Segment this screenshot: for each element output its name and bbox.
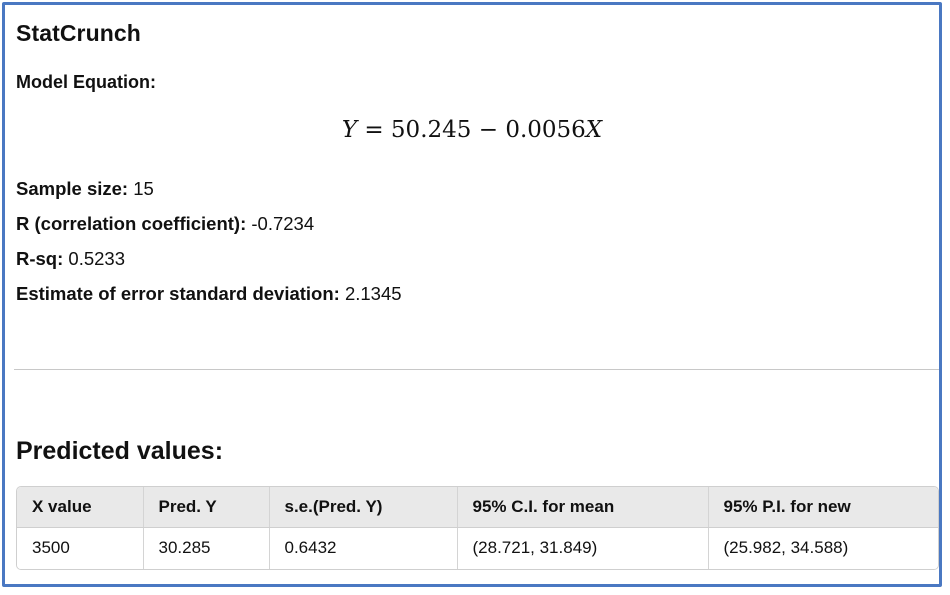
table-header-row: X value Pred. Y s.e.(Pred. Y) 95% C.I. f…	[17, 487, 938, 528]
model-equation: Y = 50.245 − 0.0056X	[5, 117, 939, 143]
equation-predictor-variable: X	[585, 117, 603, 143]
stat-value: 2.1345	[344, 283, 402, 304]
column-header-x-value: X value	[17, 487, 144, 528]
table-row: 3500 30.285 0.6432 (28.721, 31.849) (25.…	[17, 527, 938, 569]
equation-operator: −	[478, 117, 498, 143]
cell-x-value: 3500	[17, 527, 144, 569]
stat-label: Estimate of error standard deviation:	[16, 283, 340, 304]
column-header-se-pred-y: s.e.(Pred. Y)	[269, 487, 458, 528]
column-header-pi-new: 95% P.I. for new	[708, 487, 938, 528]
equation-intercept: 50.245	[390, 117, 472, 143]
stat-label: Sample size:	[16, 178, 129, 199]
equation-slope: 0.0056	[505, 117, 586, 143]
column-header-pred-y: Pred. Y	[143, 487, 270, 528]
stat-error-std-dev: Estimate of error standard deviation: 2.…	[16, 282, 402, 317]
stat-r-squared: R-sq: 0.5233	[16, 247, 402, 282]
cell-ci-mean: (28.721, 31.849)	[457, 527, 709, 569]
equation-equals-sign: =	[364, 117, 384, 143]
output-window-frame: StatCrunch Model Equation: Y = 50.245 − …	[2, 2, 942, 587]
section-divider	[14, 369, 939, 370]
stat-correlation: R (correlation coefficient): -0.7234	[16, 212, 402, 247]
stat-value: -0.7234	[251, 213, 315, 234]
stat-label: R (correlation coefficient):	[16, 213, 247, 234]
predicted-values-heading: Predicted values:	[16, 437, 224, 465]
model-equation-label: Model Equation:	[16, 72, 156, 92]
app-title: StatCrunch	[16, 20, 141, 46]
cell-pred-y: 30.285	[143, 527, 270, 569]
stat-label: R-sq:	[16, 248, 64, 269]
stat-value: 0.5233	[68, 248, 126, 269]
stat-sample-size: Sample size: 15	[16, 177, 402, 212]
predicted-values-table: X value Pred. Y s.e.(Pred. Y) 95% C.I. f…	[16, 486, 939, 570]
equation-response-variable: Y	[341, 117, 358, 143]
stat-value: 15	[133, 178, 154, 199]
cell-pi-new: (25.982, 34.588)	[723, 538, 849, 558]
column-header-ci-mean: 95% C.I. for mean	[457, 487, 709, 528]
model-statistics: Sample size: 15 R (correlation coefficie…	[16, 177, 402, 317]
cell-se-pred-y: 0.6432	[269, 527, 458, 569]
